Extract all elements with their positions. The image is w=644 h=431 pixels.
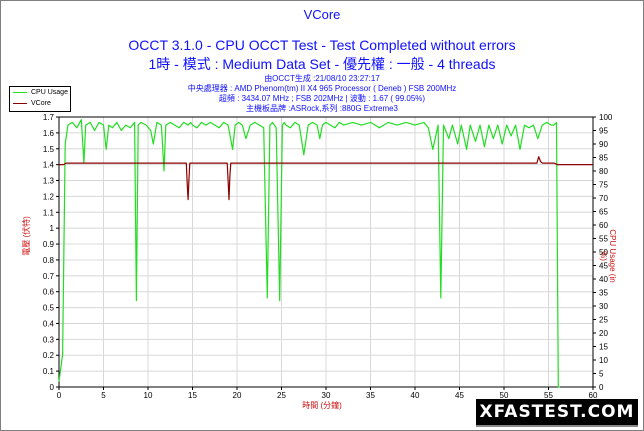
x-axis-title: 時間 (分鐘) (302, 401, 342, 410)
y-right-tick-label: 95 (599, 127, 608, 136)
y-right-tick-label: 10 (599, 356, 608, 365)
legend: CPU Usage VCore (9, 86, 71, 112)
y-right-tick-label: 65 (599, 208, 608, 217)
y-right-tick-label: 25 (599, 316, 608, 325)
x-tick-label: 35 (366, 391, 375, 400)
series-line-cpu-usage (58, 119, 561, 388)
x-tick-label: 0 (57, 391, 62, 400)
x-tick-label: 40 (411, 391, 420, 400)
y-right-tick-label: 20 (599, 329, 608, 338)
legend-swatch-vcore (13, 103, 27, 104)
y-left-tick-label: 0.6 (43, 288, 55, 297)
legend-label-vcore: VCore (31, 100, 51, 107)
y-right-tick-label: 50 (599, 248, 608, 257)
y-right-tick-label: 15 (599, 343, 608, 352)
legend-swatch-cpu-usage (13, 92, 27, 93)
y-right-tick-label: 90 (599, 140, 608, 149)
info-generated: 由OCCT生成 :21/08/10 23:27:17 (264, 74, 380, 83)
x-tick-label: 5 (101, 391, 106, 400)
y-right-tick-label: 30 (599, 302, 608, 311)
y-right-tick-label: 85 (599, 154, 608, 163)
y-left-tick-label: 0.9 (43, 240, 55, 249)
info-motherboard: 主機板品牌 :ASRock,系列 :880G Extreme3 (245, 104, 399, 113)
legend-item-vcore: VCore (10, 98, 70, 109)
y-right-tick-label: 60 (599, 221, 608, 230)
y-left-tick-label: 0.3 (43, 335, 55, 344)
y-right-tick-label: 80 (599, 167, 608, 176)
y-right-tick-label: 75 (599, 181, 608, 190)
y-axis-right-title: CPU Usage (in %) (599, 229, 617, 283)
y-right-tick-label: 0 (599, 383, 604, 392)
chart-title: VCore (303, 7, 341, 22)
y-left-tick-label: 1.5 (43, 145, 55, 154)
y-left-tick-label: 1.1 (43, 208, 55, 217)
y-left-tick-label: 0.1 (43, 367, 55, 376)
x-tick-label: 55 (544, 391, 553, 400)
y-left-tick-label: 0.2 (43, 351, 55, 360)
x-tick-label: 50 (500, 391, 509, 400)
y-left-tick-label: 0.7 (43, 272, 55, 281)
info-overclock: 超頻 : 3434.07 MHz ; FSB 202MHz | 波動 : 1.6… (218, 94, 426, 103)
x-tick-label: 25 (277, 391, 286, 400)
y-right-tick-label: 40 (599, 275, 608, 284)
y-axis-left-title: 電壓 (伏特) (22, 216, 31, 256)
y-right-tick-label: 70 (599, 194, 608, 203)
y-left-tick-label: 0.4 (43, 319, 55, 328)
y-left-tick-label: 0.5 (43, 304, 55, 313)
y-left-tick-label: 1 (50, 224, 55, 233)
x-tick-label: 45 (455, 391, 464, 400)
x-tick-label: 30 (322, 391, 331, 400)
y-right-tick-label: 100 (599, 113, 613, 122)
y-left-tick-label: 1.7 (43, 113, 55, 122)
y-left-tick-label: 0.8 (43, 256, 55, 265)
legend-label-cpu-usage: CPU Usage (31, 89, 68, 96)
y-left-tick-label: 1.4 (43, 161, 55, 170)
x-tick-label: 15 (188, 391, 197, 400)
y-right-tick-label: 5 (599, 370, 604, 379)
legend-item-cpu-usage: CPU Usage (10, 87, 70, 98)
chart-subtitle: OCCT 3.1.0 - CPU OCCT Test - Test Comple… (128, 37, 516, 53)
watermark-logo: XFASTEST.COM (476, 399, 638, 427)
y-left-tick-label: 1.2 (43, 192, 55, 201)
y-left-tick-label: 1.6 (43, 129, 55, 138)
y-left-tick-label: 1.3 (43, 177, 55, 186)
x-tick-label: 10 (144, 391, 153, 400)
info-cpu: 中央處理器 : AMD Phenom(tm) II X4 965 Process… (187, 84, 457, 93)
series-line-vcore (59, 156, 593, 201)
test-parameters: 1時 - 模式 : Medium Data Set - 優先權 : 一般 - 4… (148, 56, 496, 72)
y-right-tick-label: 45 (599, 262, 608, 271)
y-left-tick-label: 0 (50, 383, 55, 392)
x-tick-label: 60 (589, 391, 598, 400)
x-tick-label: 20 (233, 391, 242, 400)
y-right-tick-label: 35 (599, 289, 608, 298)
y-right-tick-label: 55 (599, 235, 608, 244)
